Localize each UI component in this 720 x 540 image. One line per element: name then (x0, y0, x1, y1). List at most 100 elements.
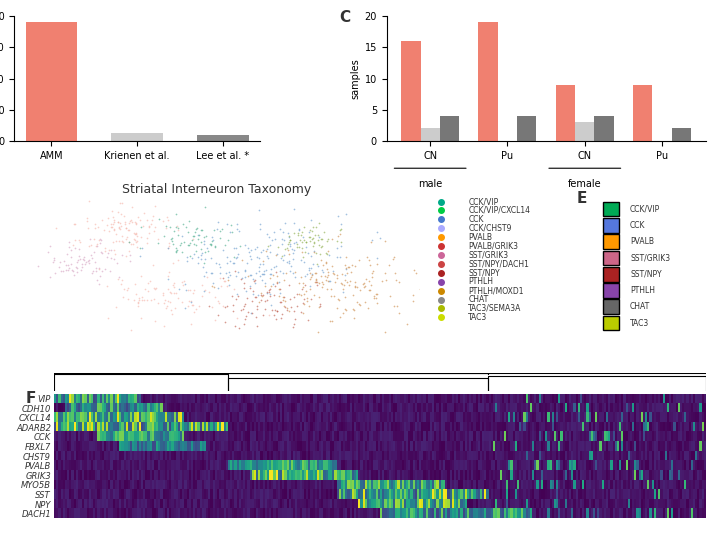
Point (224, 271, 235, 279)
Point (311, 278, 323, 286)
Point (174, 241, 186, 249)
Point (291, 301, 302, 310)
Point (284, 295, 295, 303)
Point (131, 237, 143, 245)
Point (197, 281, 208, 289)
Point (316, 265, 328, 274)
Point (320, 249, 332, 258)
Point (244, 284, 256, 292)
Point (247, 287, 258, 295)
Point (230, 295, 242, 303)
Point (310, 274, 322, 283)
Point (215, 233, 226, 242)
Point (44, 273, 55, 281)
Point (307, 242, 318, 251)
Point (199, 203, 210, 212)
Point (222, 272, 233, 281)
Point (293, 279, 305, 288)
Point (225, 227, 236, 236)
Point (317, 242, 328, 251)
Point (277, 256, 289, 265)
Point (336, 279, 348, 288)
Point (235, 274, 247, 283)
Point (309, 278, 320, 286)
Point (49, 268, 60, 277)
Point (88, 235, 99, 244)
Point (335, 238, 346, 247)
Point (320, 258, 332, 267)
Point (346, 268, 357, 276)
Point (365, 261, 377, 269)
Text: SST/NPY: SST/NPY (468, 268, 500, 277)
Point (42, 247, 53, 256)
Point (126, 216, 138, 225)
Point (168, 282, 180, 291)
Point (189, 249, 200, 258)
Point (339, 275, 351, 284)
Point (83, 256, 94, 265)
Point (300, 272, 311, 280)
Point (109, 215, 120, 224)
Point (293, 225, 305, 234)
Point (332, 237, 343, 245)
Point (134, 244, 145, 252)
Point (213, 299, 225, 308)
Point (135, 177, 146, 186)
Bar (112, 133, 163, 141)
Point (332, 212, 343, 221)
Point (338, 281, 350, 289)
Point (334, 230, 346, 239)
Point (325, 261, 337, 270)
Point (83, 241, 94, 250)
Point (217, 277, 229, 286)
Point (295, 231, 307, 240)
Point (300, 280, 311, 289)
Text: TAC3: TAC3 (630, 319, 649, 328)
Point (203, 288, 215, 296)
Point (274, 292, 285, 300)
Point (73, 252, 85, 260)
Point (316, 235, 328, 244)
Point (262, 242, 274, 251)
Point (349, 283, 361, 292)
Point (220, 318, 231, 327)
Text: TAC3/SEMA3A: TAC3/SEMA3A (468, 304, 521, 313)
Point (170, 210, 181, 218)
Point (122, 295, 134, 303)
Point (282, 304, 293, 313)
Point (235, 242, 246, 251)
Point (184, 217, 195, 226)
Point (364, 255, 375, 264)
Point (149, 222, 161, 231)
Point (179, 279, 191, 288)
Point (261, 289, 273, 298)
Point (342, 268, 354, 277)
Point (114, 219, 126, 227)
Point (163, 268, 175, 276)
Bar (595, 116, 613, 141)
Point (94, 272, 106, 280)
Point (83, 197, 94, 205)
Point (133, 296, 145, 305)
Point (75, 255, 86, 264)
Point (271, 243, 283, 252)
Point (248, 290, 259, 299)
Point (245, 245, 256, 254)
Point (128, 235, 140, 244)
Point (307, 234, 319, 242)
Point (61, 249, 73, 258)
Point (274, 285, 285, 293)
Point (295, 255, 307, 264)
Point (277, 293, 289, 302)
Point (248, 276, 260, 285)
Point (192, 235, 204, 244)
Text: SST/GRIK3: SST/GRIK3 (630, 253, 670, 262)
Point (113, 273, 125, 282)
Point (122, 226, 134, 234)
Point (256, 296, 267, 305)
Point (231, 289, 243, 298)
Point (144, 276, 156, 285)
Point (206, 303, 217, 312)
Point (354, 286, 366, 295)
Point (339, 305, 351, 313)
